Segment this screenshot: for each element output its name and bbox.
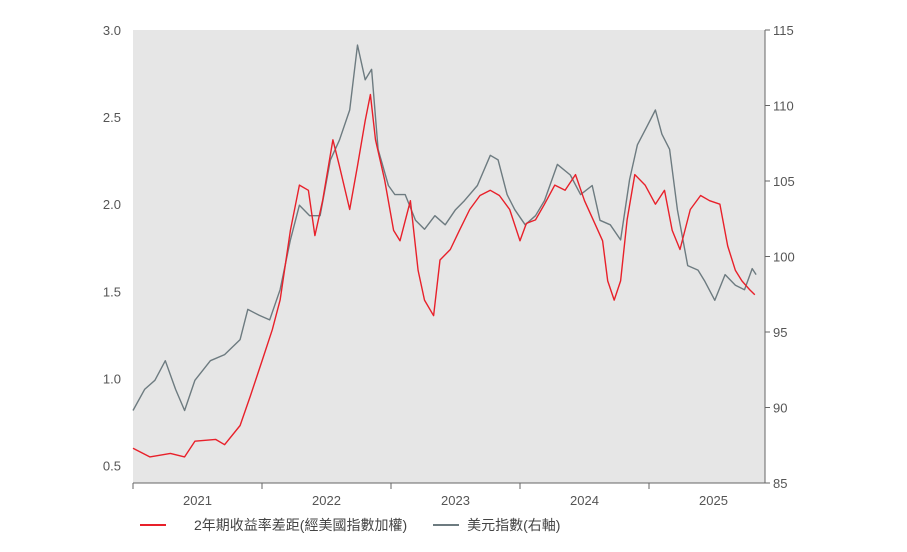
legend-swatch-gray: [433, 524, 460, 526]
left-tick-label: 2.5: [103, 110, 121, 125]
plot-area: [133, 30, 765, 483]
right-tick-label: 90: [773, 401, 787, 416]
left-tick-label: 0.5: [103, 459, 121, 474]
left-tick-label: 2.0: [103, 197, 121, 212]
left-tick-label: 1.5: [103, 284, 121, 299]
right-tick-label: 115: [773, 23, 794, 38]
legend-swatch-red: [140, 524, 166, 526]
x-tick-label: 2023: [441, 493, 470, 508]
left-tick-label: 3.0: [103, 23, 121, 38]
legend-label-spread: 2年期收益率差距(經美國指數加權): [194, 517, 408, 533]
right-tick-label: 105: [773, 174, 795, 189]
x-tick-label: 2021: [183, 493, 212, 508]
legend: 2年期收益率差距(經美國指數加權) 美元指數(右軸): [140, 515, 560, 535]
x-tick-label: 2024: [570, 493, 599, 508]
right-tick-label: 100: [773, 250, 795, 265]
right-tick-label: 85: [773, 476, 787, 491]
legend-label-dxy: 美元指數(右軸): [467, 517, 561, 533]
right-tick-label: 95: [773, 325, 787, 340]
dxy-line: [132, 44, 757, 412]
left-tick-label: 1.0: [103, 371, 121, 386]
x-tick-label: 2025: [699, 493, 728, 508]
spread-line: [132, 93, 756, 458]
right-tick-label: 110: [773, 99, 794, 114]
x-tick-label: 2022: [312, 493, 341, 508]
